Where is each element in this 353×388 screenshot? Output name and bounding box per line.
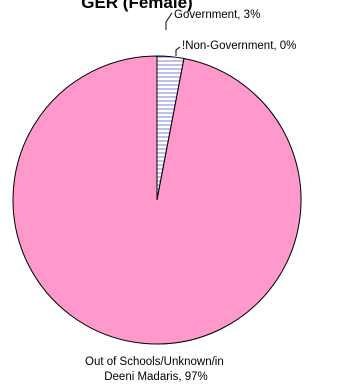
slice-label-government: Government, 3%	[174, 9, 260, 21]
slice-label-out-of-schools-line1: Out of Schools/Unknown/in	[85, 356, 224, 368]
slice-label-out-of-schools: Out of Schools/Unknown/in Deeni Madaris,…	[85, 356, 227, 383]
leader-line-non-government	[175, 46, 181, 56]
pie-slice-out-of-schools	[12, 55, 302, 345]
slice-label-out-of-schools-line2: Deeni Madaris, 97%	[104, 371, 208, 383]
leader-line-government	[165, 12, 173, 30]
chart-title: GER (Female)	[81, 0, 192, 12]
slice-label-non-government: !Non-Government, 0%	[182, 40, 296, 52]
